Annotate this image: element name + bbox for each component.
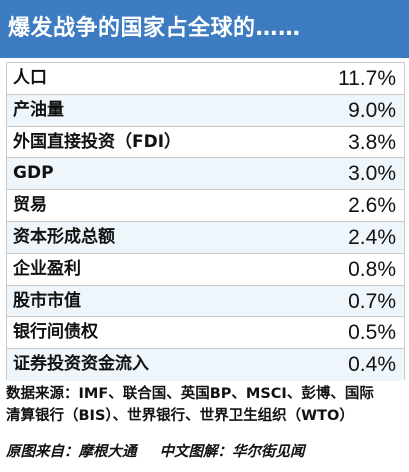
row-value: 9.0% — [348, 98, 396, 122]
credit-translation: 中文图解：华尔街见闻 — [159, 444, 305, 460]
row-label: 人口 — [13, 68, 47, 88]
row-label: 贸易 — [13, 195, 47, 216]
table-row: GDP 3.0% — [7, 158, 404, 191]
row-label: 银行间债权 — [13, 322, 98, 343]
table-row: 证券投资资金流入 0.4% — [7, 349, 404, 381]
credit-original: 原图来自：摩根大通 — [6, 444, 137, 460]
table-row: 银行间债权 0.5% — [7, 317, 404, 350]
row-label: 证券投资资金流入 — [13, 354, 149, 375]
row-value: 11.7% — [338, 67, 396, 90]
row-value: 0.8% — [348, 257, 396, 281]
row-value: 0.4% — [348, 353, 396, 377]
row-value: 3.0% — [348, 162, 396, 186]
row-label: GDP — [13, 163, 54, 184]
row-value: 2.6% — [348, 194, 396, 218]
row-value: 0.7% — [348, 289, 396, 313]
row-label: 外国直接投资（FDI） — [13, 131, 182, 152]
table-row: 外国直接投资（FDI） 3.8% — [7, 126, 404, 159]
table-row: 企业盈利 0.8% — [7, 253, 404, 286]
row-label: 企业盈利 — [13, 258, 81, 279]
row-value: 2.4% — [348, 226, 396, 249]
row-value: 0.5% — [348, 321, 396, 345]
credit-line: 原图来自：摩根大通 中文图解：华尔街见闻 — [6, 440, 406, 461]
row-label: 股市市值 — [13, 290, 81, 311]
chart-title: 爆发战争的国家占全球的…… — [0, 0, 409, 58]
table-row: 产油量 9.0% — [7, 94, 404, 127]
table-row: 资本形成总额 2.4% — [7, 222, 404, 254]
source-line-2: 清算银行（BIS）、世界银行、世界卫生组织（WTO） — [6, 408, 354, 424]
row-value: 3.8% — [348, 130, 396, 154]
table-row: 股市市值 0.7% — [7, 285, 404, 318]
source-line-1: 数据来源：IMF、联合国、英国BP、MSCI、彭博、国际 — [6, 386, 374, 402]
table-row: 人口 11.7% — [7, 63, 404, 95]
source-note: 数据来源：IMF、联合国、英国BP、MSCI、彭博、国际 清算银行（BIS）、世… — [6, 383, 406, 427]
data-table: 人口 11.7% 产油量 9.0% 外国直接投资（FDI） 3.8% GDP 3.0% 贸易 2.… — [6, 62, 405, 381]
table-row: 贸易 2.6% — [7, 190, 404, 222]
row-label: 产油量 — [13, 99, 64, 120]
row-label: 资本形成总额 — [13, 227, 115, 247]
